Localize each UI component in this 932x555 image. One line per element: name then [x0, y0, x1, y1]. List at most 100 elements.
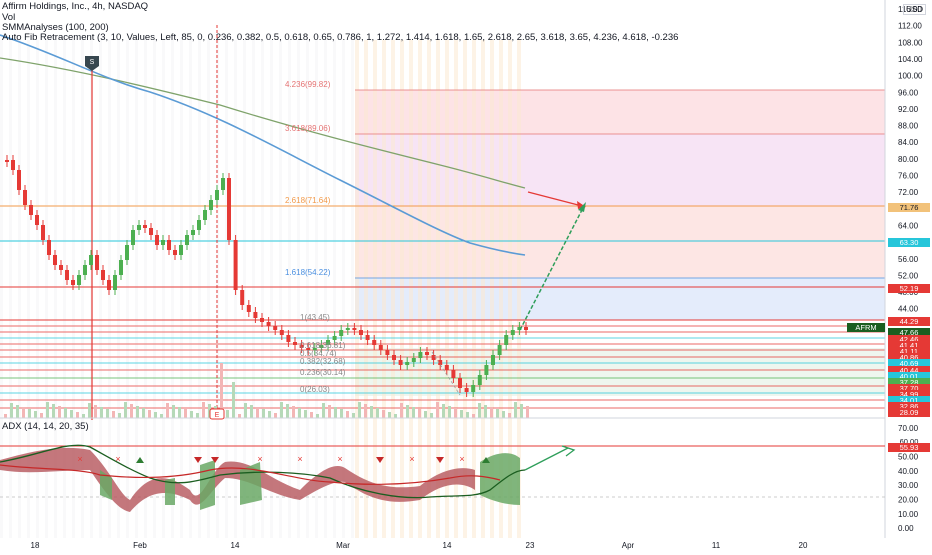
volume-bar: [514, 402, 517, 418]
volume-bar: [460, 410, 463, 418]
adx-red-line: [0, 464, 501, 485]
candle-body: [35, 215, 39, 225]
volume-bar: [124, 402, 127, 418]
volume-bar: [46, 402, 49, 418]
fib-legend[interactable]: Auto Fib Retracement (3, 10, Values, Lef…: [2, 32, 679, 43]
volume-bar: [88, 403, 91, 418]
volume-bar: [226, 410, 229, 418]
ticker-tag: AFRM: [847, 323, 885, 332]
candle-body: [517, 327, 522, 330]
time-axis[interactable]: 18 Feb 14 Mar 14 23 Apr 11 20: [31, 541, 808, 550]
candle-body: [372, 340, 377, 345]
fib-lines: [0, 89, 885, 409]
adx-signal-marks: × × × × × × ×: [77, 454, 490, 464]
adx-sell-mark: [211, 457, 219, 463]
price-axis[interactable]: 116.00 112.00 108.00 104.00 100.00 96.00 92.00…: [898, 5, 923, 314]
price-axis-label: 56.00: [898, 255, 919, 264]
candle-body: [215, 190, 219, 200]
price-axis-label: 92.00: [898, 105, 919, 114]
candle-body: [71, 280, 75, 285]
candle-body: [209, 200, 213, 210]
volume-bar: [352, 413, 355, 418]
adx-cross-mark: ×: [409, 454, 414, 464]
time-axis-label: 18: [31, 541, 40, 550]
candle-body: [11, 160, 15, 170]
volume-bar: [406, 405, 409, 418]
volume-bar: [490, 407, 493, 418]
candle-body: [155, 235, 159, 245]
volume-bar: [334, 407, 337, 418]
candle-body: [47, 240, 51, 255]
price-axis-label: 112.00: [898, 22, 922, 31]
volume-bar: [64, 408, 67, 418]
volume-bar: [100, 407, 103, 418]
volume-bar: [154, 412, 157, 418]
adx-axis-label: 30.00: [898, 481, 919, 490]
volume-bar: [436, 402, 439, 418]
adx-cloud-green: [100, 453, 520, 510]
adx-legend[interactable]: ADX (14, 14, 20, 35): [2, 421, 89, 432]
adx-cross-mark: ×: [77, 454, 82, 464]
candle-body: [5, 160, 9, 162]
volume-bar: [148, 410, 151, 418]
candle-body: [179, 245, 183, 255]
volume-bar: [454, 408, 457, 418]
candle-body: [352, 328, 357, 330]
candle-body: [260, 318, 264, 322]
volume-bar: [58, 406, 61, 418]
volume-bar: [382, 410, 385, 418]
fib-level-label: 0.5(34.74): [300, 349, 337, 358]
candle-body: [411, 358, 416, 362]
candle-body: [233, 240, 238, 290]
volume-bar: [220, 363, 223, 418]
sma-legend[interactable]: SMMAnalyses (100, 200): [2, 22, 109, 33]
volume-legend[interactable]: Vol: [2, 12, 16, 23]
volume-bar: [412, 407, 415, 418]
candle-body: [286, 335, 291, 342]
split-badge[interactable]: S: [85, 56, 99, 71]
earnings-badge[interactable]: E: [209, 408, 225, 420]
price-tag: 34.01: [888, 396, 930, 405]
candle-body: [378, 345, 383, 350]
candle-body: [77, 275, 81, 285]
price-tag: 37.28: [888, 378, 930, 387]
volume-bar: [358, 402, 361, 418]
price-axis-label: 108.00: [898, 38, 923, 47]
candle-body: [524, 327, 528, 330]
candle-body: [143, 225, 147, 228]
fib-labels: 4.236(99.82) 3.618(89.06) 2.618(71.64) 1.61…: [285, 80, 346, 394]
candle-body: [167, 240, 171, 250]
candle-body: [497, 345, 502, 355]
adx-axis-label: 70.00: [898, 424, 919, 433]
candle-body: [240, 290, 245, 305]
adx-axis-label: 20.00: [898, 496, 919, 505]
candle-body: [365, 335, 370, 340]
candle-body: [23, 190, 27, 205]
fib-level-label: 1.618(54.22): [285, 268, 331, 277]
price-axis-label: 76.00: [898, 172, 919, 181]
candle-body: [41, 225, 45, 240]
candle-body: [332, 336, 337, 340]
price-tag: 40.01: [888, 372, 930, 381]
candle-body: [312, 348, 317, 350]
candle-body: [299, 345, 304, 348]
volume-bars: [4, 363, 529, 418]
candle-body: [197, 220, 201, 230]
symbol-title[interactable]: Affirm Holdings, Inc., 4h, NASDAQ: [2, 1, 149, 12]
volume-bar: [274, 413, 277, 418]
candle-body: [185, 235, 189, 245]
candle-body: [266, 322, 271, 326]
price-tag: 41.41: [888, 341, 930, 350]
candle-body: [359, 330, 363, 335]
candle-body: [425, 352, 429, 355]
candle-body: [65, 270, 69, 280]
candle-body: [451, 370, 456, 378]
adx-cloud-red: [0, 447, 475, 512]
currency-label[interactable]: USD: [903, 4, 926, 15]
candle-body: [221, 178, 225, 190]
volume-bar: [10, 403, 13, 418]
candle-body: [149, 228, 153, 235]
volume-bar: [238, 414, 241, 418]
